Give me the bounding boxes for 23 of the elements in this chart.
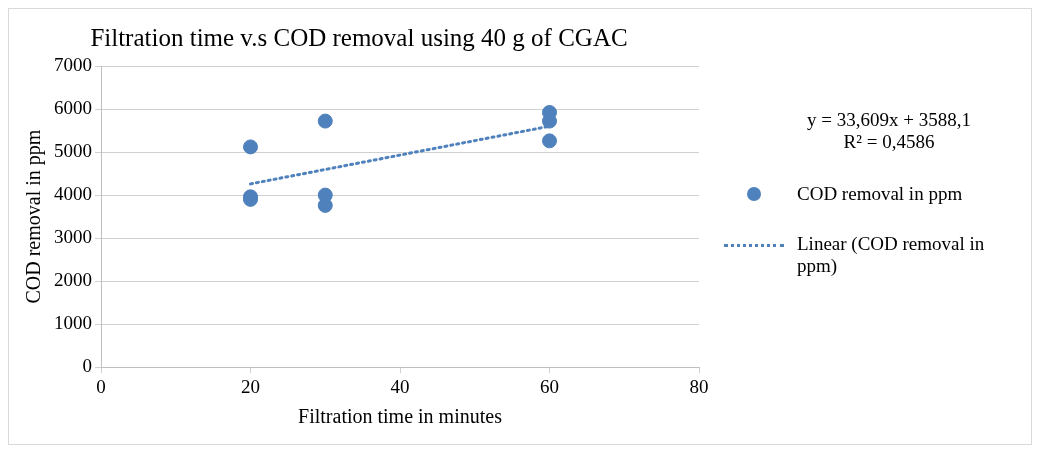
point xyxy=(317,113,333,129)
y-tick-label: 3000 xyxy=(54,226,92,248)
x-axis-title: Filtration time in minutes xyxy=(298,405,503,428)
legend-label: Linear (COD removal in ppm) xyxy=(797,233,986,277)
y-tick-label: 2000 xyxy=(54,269,92,291)
x-tick-label: 40 xyxy=(390,375,410,397)
y-tick-label: 0 xyxy=(82,355,92,377)
point xyxy=(243,139,258,155)
x-tick-label: 80 xyxy=(689,375,709,397)
point xyxy=(542,133,557,149)
y-tick-label: 4000 xyxy=(54,183,92,205)
y-tick-label: 1000 xyxy=(54,312,92,334)
y-tick-label: 6000 xyxy=(54,97,92,119)
y-tick-label: 5000 xyxy=(54,140,92,162)
y-axis-title: COD removal in ppm xyxy=(22,129,46,304)
text: R² = 0,4586 xyxy=(842,131,936,153)
x-tick-label: 60 xyxy=(540,375,559,397)
y-tick-label: 7000 xyxy=(54,53,92,75)
text: y = 33,609x + 3588,1 xyxy=(806,109,972,131)
x-tick-label: 0 xyxy=(96,375,106,397)
chart-title: Filtration time v.s COD removal using 40 g of CGAC xyxy=(90,23,628,51)
x-tick-label: 20 xyxy=(241,375,260,397)
legend-label: COD removal in ppm xyxy=(797,183,964,205)
